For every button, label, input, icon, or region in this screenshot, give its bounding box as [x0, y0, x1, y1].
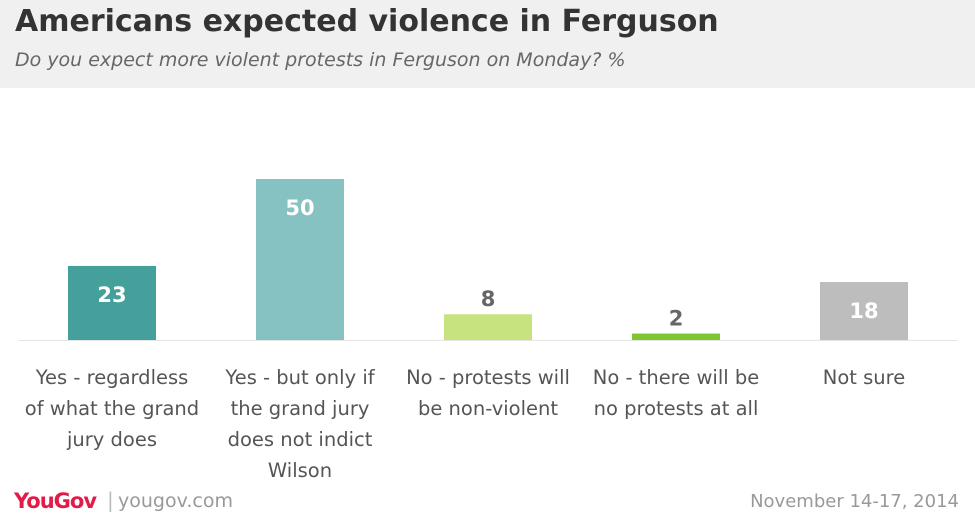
bar-value-label-3: 2 [669, 307, 684, 331]
bar-2 [444, 314, 532, 340]
category-label-1: Yes - but only if the grand jury does not … [206, 362, 394, 486]
category-label-line: be non-violent [417, 397, 559, 420]
category-label-line: No - protests will [406, 366, 570, 389]
bar-value-label-4: 18 [849, 299, 878, 323]
category-label-0: Yes - regardless of what the grand jury do… [18, 362, 206, 455]
chart-subtitle: Do you expect more violent protests in F… [15, 49, 626, 71]
footer-separator: | [107, 488, 114, 512]
footer-site-link[interactable]: yougov.com [118, 490, 233, 512]
category-label-line: Not sure [822, 366, 906, 389]
survey-date: November 14-17, 2014 [750, 491, 959, 512]
category-label-line: no protests at all [593, 397, 759, 420]
bar-0 [68, 265, 156, 340]
bar-4 [820, 282, 908, 340]
yougov-logo: YouGov [14, 489, 97, 513]
category-label-4: Not sure [770, 362, 958, 393]
category-label-line: Yes - regardless [35, 366, 189, 389]
bar-1 [256, 179, 344, 340]
category-label-line: does not indict [227, 428, 373, 451]
bar-value-label-0: 23 [97, 283, 126, 307]
category-label-line: the grand jury [230, 397, 370, 420]
category-label-2: No - protests will be non-violent [394, 362, 582, 424]
category-label-line: of what the grand [24, 397, 200, 420]
category-label-line: Wilson [267, 459, 333, 482]
category-label-line: No - there will be [592, 366, 760, 389]
chart-title: Americans expected violence in Ferguson [15, 4, 719, 39]
category-label-line: Yes - but only if [225, 366, 375, 389]
bar-value-label-1: 50 [285, 196, 314, 220]
category-label-3: No - there will be no protests at all [582, 362, 770, 424]
category-label-line: jury does [67, 428, 157, 451]
bar-value-label-2: 8 [481, 287, 496, 311]
bar-3 [632, 333, 720, 340]
chart-header: Americans expected violence in Ferguson … [0, 0, 975, 88]
bar-chart: 23 50 8 2 18 [18, 179, 958, 341]
